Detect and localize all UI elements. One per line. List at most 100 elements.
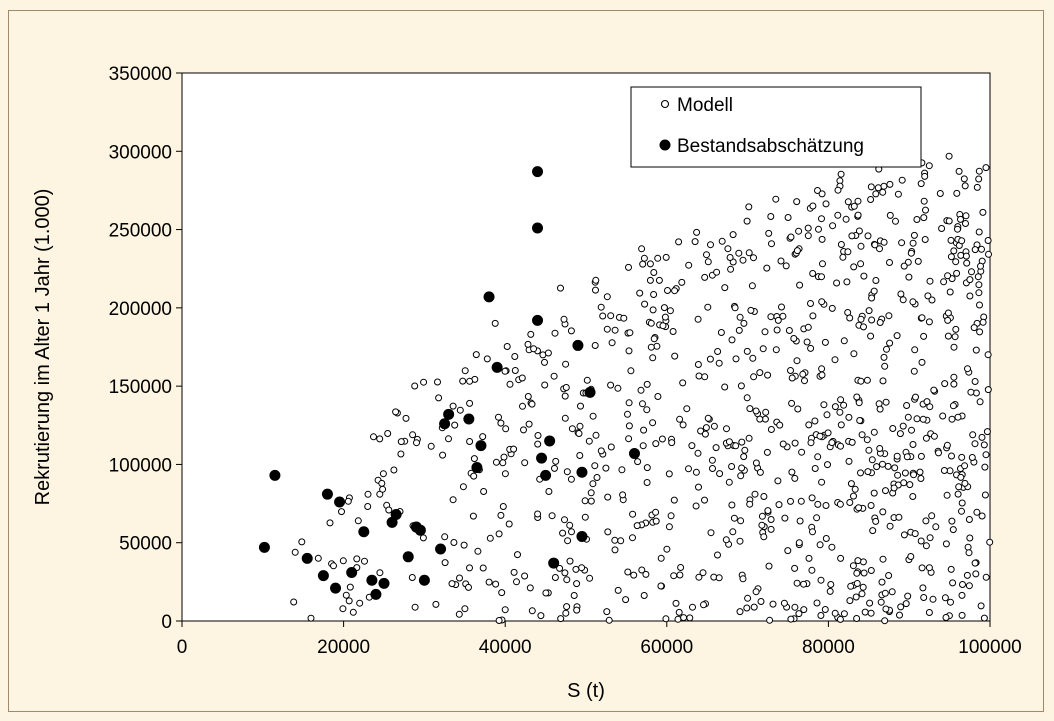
model-point	[561, 414, 569, 422]
model-point	[868, 456, 876, 464]
model-point	[902, 600, 910, 608]
model-point	[758, 512, 766, 520]
model-point	[853, 615, 861, 622]
model-point	[680, 614, 688, 622]
model-point	[639, 260, 647, 268]
model-point	[778, 303, 785, 311]
model-point	[867, 502, 875, 509]
model-point	[652, 440, 660, 448]
model-point	[856, 417, 864, 424]
model-point	[562, 360, 570, 368]
model-point	[392, 408, 400, 416]
model-point	[808, 566, 816, 574]
model-point	[909, 441, 917, 448]
model-point	[843, 278, 851, 286]
model-point	[662, 615, 670, 623]
model-point	[881, 362, 889, 370]
model-point	[855, 504, 863, 512]
model-point	[364, 503, 372, 510]
legend-modell-label: Modell	[677, 95, 733, 116]
model-point	[451, 421, 459, 429]
model-point	[466, 377, 474, 385]
model-point	[427, 442, 435, 450]
model-point	[813, 514, 821, 522]
model-point	[756, 468, 764, 476]
model-point	[551, 464, 558, 472]
model-point	[947, 253, 955, 261]
model-point	[864, 468, 872, 476]
model-point	[828, 543, 836, 551]
model-point	[821, 338, 829, 346]
model-point	[954, 413, 962, 421]
model-point	[903, 453, 911, 461]
model-point	[603, 293, 611, 301]
model-point	[356, 599, 364, 607]
model-point	[896, 611, 903, 619]
model-point	[714, 551, 721, 559]
model-point	[908, 426, 915, 434]
model-point	[850, 492, 857, 500]
estimate-point	[330, 582, 342, 594]
model-point	[911, 530, 919, 538]
model-point	[384, 430, 392, 437]
model-point	[738, 464, 746, 472]
model-point	[791, 474, 799, 482]
estimate-point	[390, 509, 402, 521]
model-point	[649, 354, 657, 362]
model-point	[818, 478, 826, 486]
model-point	[972, 570, 980, 578]
model-point	[822, 502, 830, 509]
model-point	[897, 290, 905, 298]
model-point	[597, 447, 605, 455]
model-point	[882, 487, 889, 495]
model-point	[563, 603, 571, 611]
model-point	[895, 513, 903, 521]
model-point	[833, 279, 841, 287]
model-point	[655, 276, 663, 284]
model-point	[707, 529, 715, 537]
model-point	[345, 597, 353, 605]
model-point	[903, 402, 911, 409]
model-point	[918, 314, 926, 322]
model-point	[866, 599, 874, 607]
model-point	[932, 523, 940, 531]
model-point	[788, 399, 796, 407]
model-point	[660, 304, 668, 312]
model-point	[449, 496, 457, 504]
model-point	[607, 381, 615, 389]
model-point	[796, 517, 804, 525]
model-point	[799, 370, 807, 378]
model-point	[729, 528, 737, 536]
model-point	[697, 427, 705, 435]
model-point	[879, 377, 887, 385]
estimate-point	[471, 462, 483, 474]
model-point	[950, 373, 958, 381]
scatter-chart: 0500001000001500002000002500003000003500…	[32, 64, 1022, 702]
model-point	[800, 580, 808, 588]
model-point	[505, 520, 513, 528]
model-point	[707, 241, 714, 249]
model-point	[965, 582, 973, 590]
model-point	[760, 493, 768, 500]
model-point	[894, 471, 902, 479]
model-point	[661, 313, 669, 321]
model-point	[581, 513, 589, 521]
model-point	[885, 572, 893, 579]
model-point	[922, 434, 930, 442]
model-point	[376, 569, 384, 577]
model-point	[675, 608, 683, 616]
model-point	[445, 435, 452, 443]
model-point	[787, 367, 794, 374]
model-point	[958, 507, 965, 515]
model-point	[920, 594, 928, 601]
model-point	[568, 528, 575, 536]
model-point	[511, 367, 519, 374]
model-point	[850, 263, 858, 271]
model-point	[795, 610, 803, 618]
model-point	[611, 536, 619, 544]
model-point	[942, 540, 950, 548]
model-point	[900, 262, 908, 270]
model-point	[379, 485, 387, 493]
model-point	[870, 287, 878, 295]
model-point	[605, 616, 613, 624]
